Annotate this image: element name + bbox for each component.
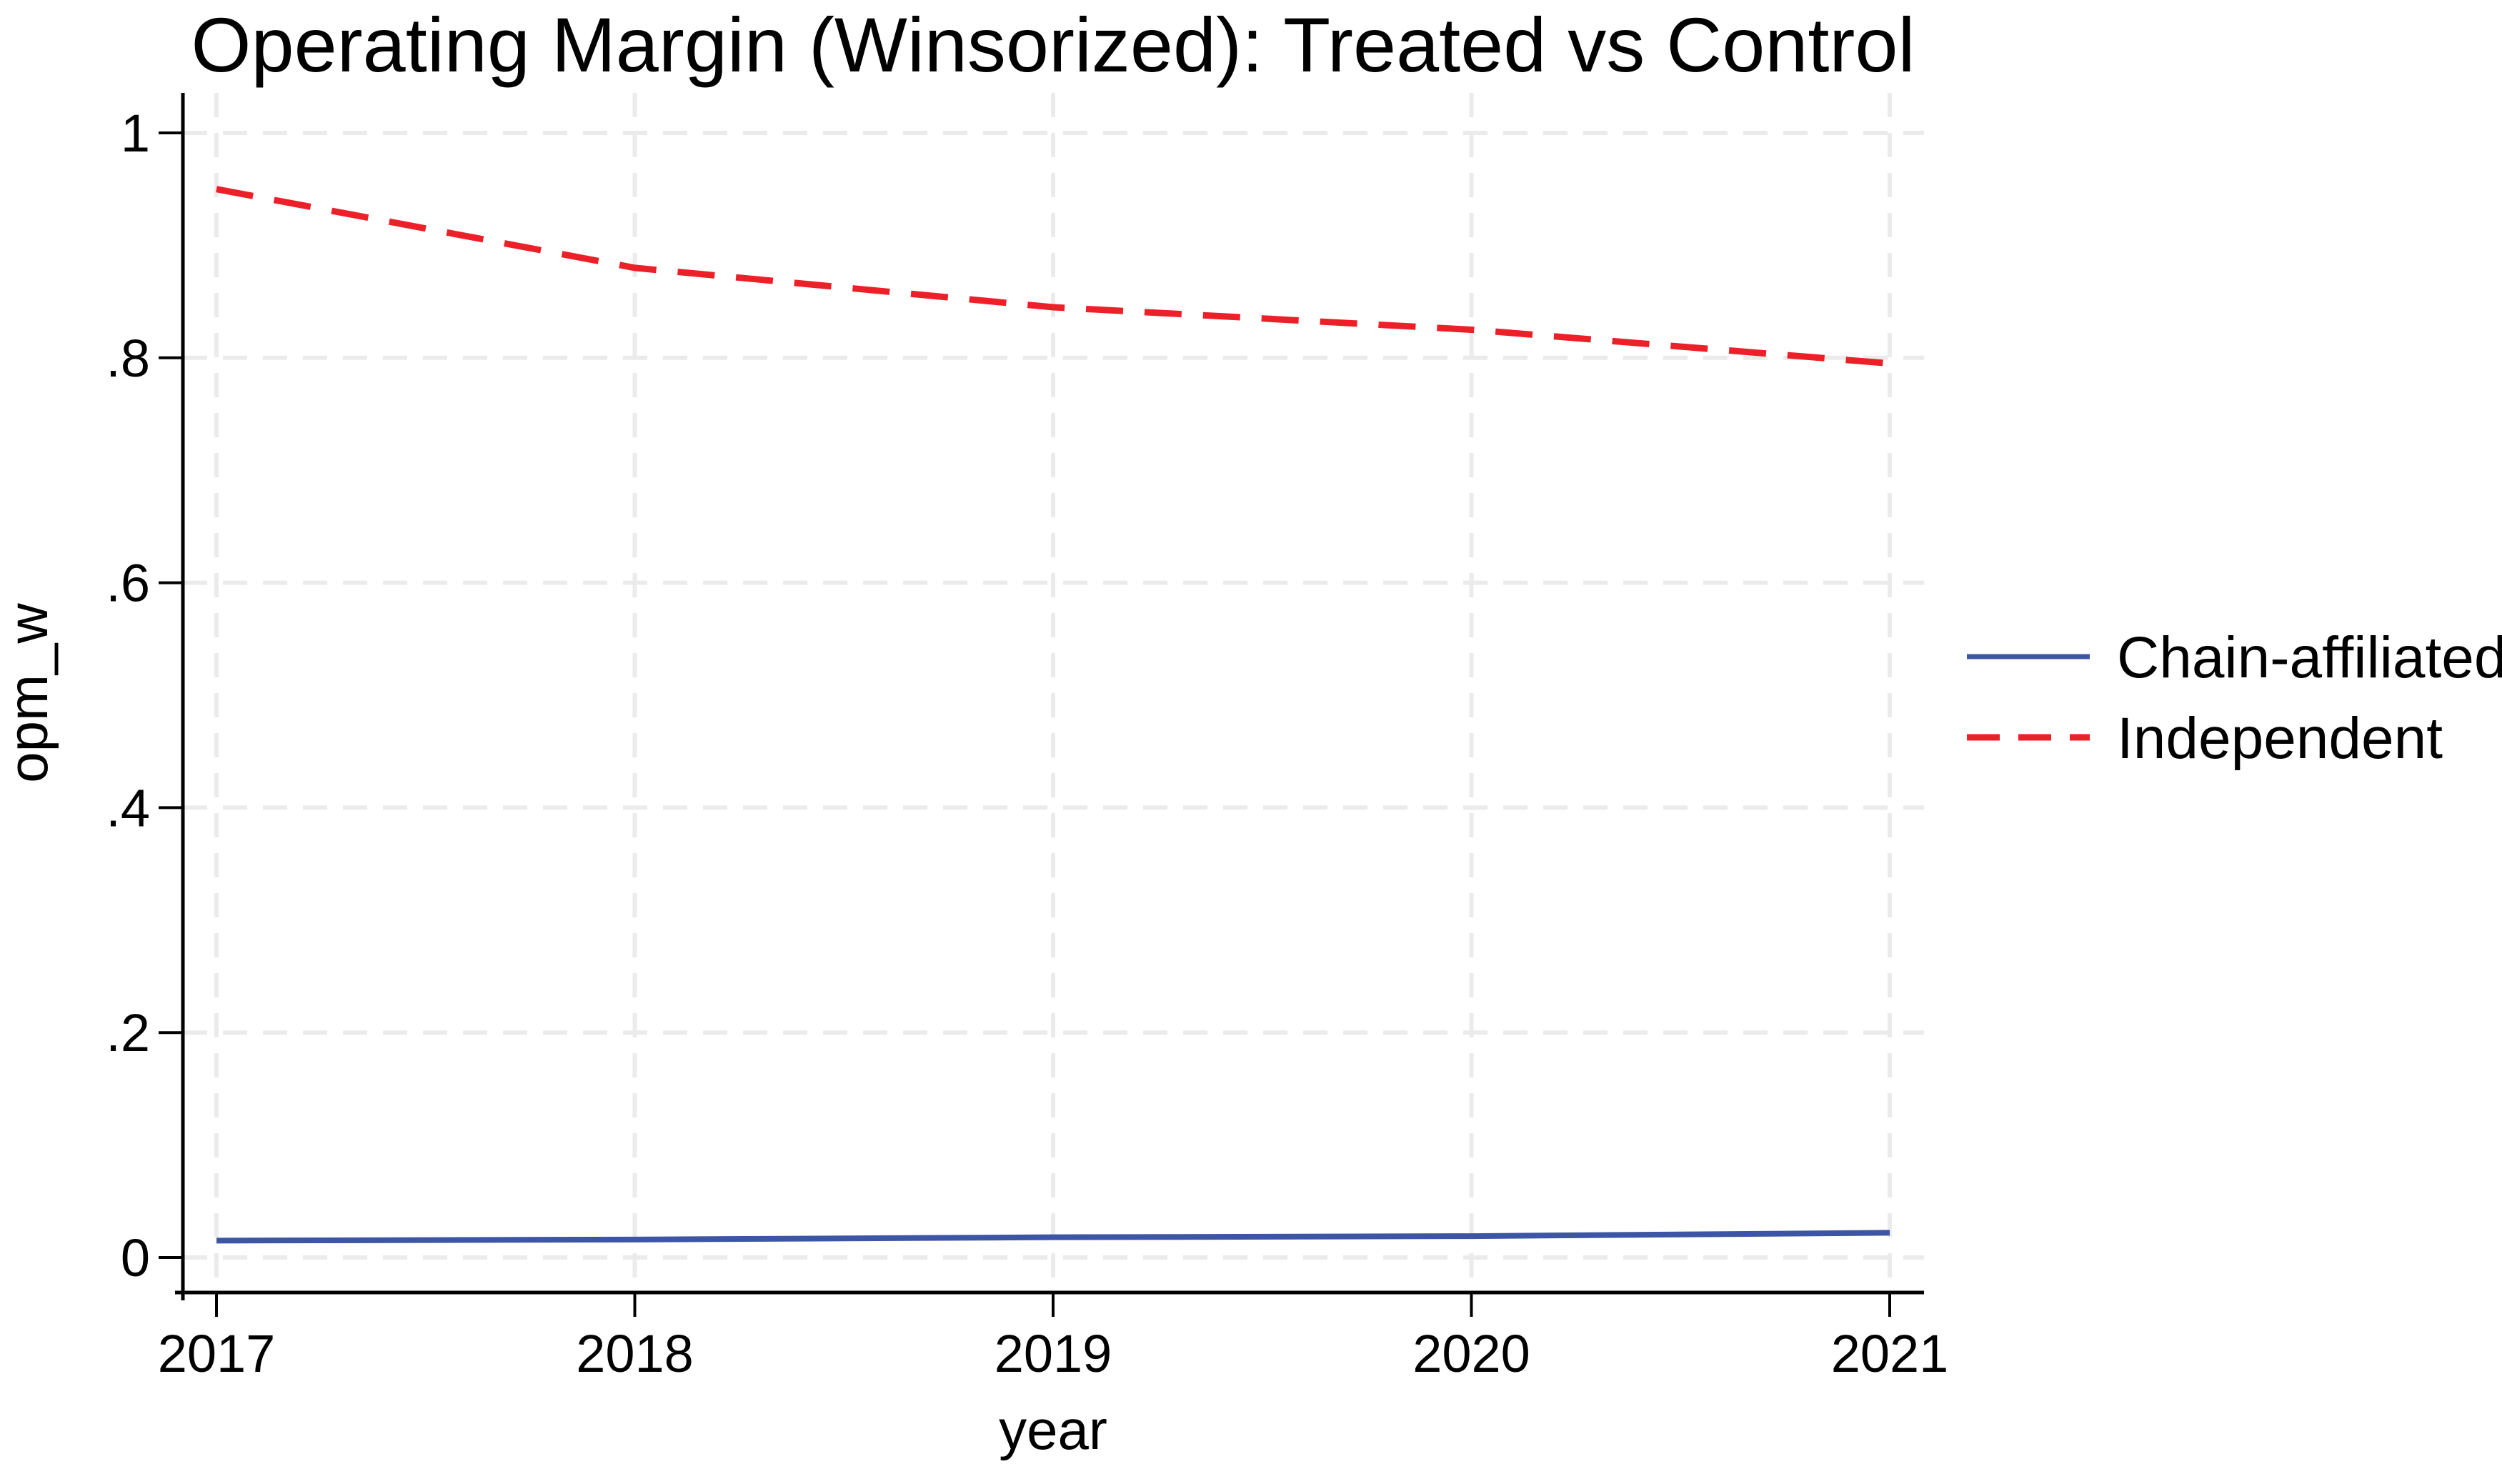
y-tick-label: .4 <box>106 778 150 837</box>
y-tick-label: .8 <box>106 329 150 388</box>
legend: Chain-affiliated Independent <box>1967 625 2502 771</box>
gridlines <box>183 93 1924 1293</box>
legend-label: Chain-affiliated <box>2117 625 2502 690</box>
x-tick-label: 2021 <box>1831 1324 1949 1383</box>
x-tick-label: 2019 <box>995 1324 1112 1383</box>
x-tick-label: 2020 <box>1412 1324 1530 1383</box>
chart-title: Operating Margin (Winsorized): Treated v… <box>191 1 1915 88</box>
y-tick-label: .2 <box>106 1003 150 1062</box>
x-tick-label: 2018 <box>576 1324 694 1383</box>
y-tick-label: 0 <box>121 1228 150 1288</box>
y-axis-label: opm_w <box>0 603 59 783</box>
series-lines <box>216 186 1890 1244</box>
x-tick-label: 2017 <box>158 1324 276 1383</box>
x-axis-label: year <box>999 1398 1107 1461</box>
legend-label: Independent <box>2117 706 2443 771</box>
y-tick-label: 1 <box>121 104 150 163</box>
axes: 0 .2 .4 .6 .8 1 2017 2018 2019 2020 2021 <box>106 93 1948 1383</box>
series-line-independent <box>216 186 1890 367</box>
series-line-chain-affiliated <box>216 1230 1890 1244</box>
y-tick-label: .6 <box>106 554 150 613</box>
